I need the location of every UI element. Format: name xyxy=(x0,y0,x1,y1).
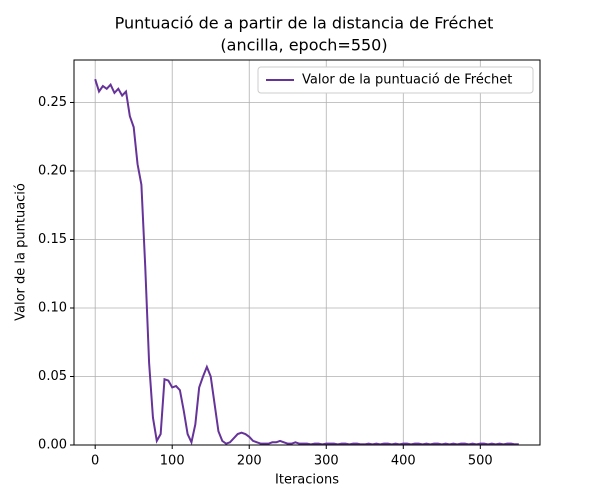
chart-subtitle: (ancilla, epoch=550) xyxy=(220,36,387,55)
y-tick-label: 0.10 xyxy=(38,300,67,315)
x-tick-label: 200 xyxy=(237,454,262,469)
x-tick-label: 300 xyxy=(314,454,339,469)
x-tick-label: 500 xyxy=(468,454,493,469)
legend-box xyxy=(257,66,534,94)
legend-label: Valor de la puntuació de Fréchet xyxy=(302,73,512,88)
y-tick-label: 0.05 xyxy=(38,369,67,384)
y-tick-label: 0.20 xyxy=(38,163,67,178)
chart-title: Puntuació de a partir de la distancia de… xyxy=(115,14,494,33)
y-tick-label: 0.15 xyxy=(38,232,67,247)
line xyxy=(94,78,519,446)
x-axis-label: Iteracions xyxy=(275,473,339,488)
y-axis-label: Valor de la puntuació xyxy=(14,183,29,321)
plot-frame xyxy=(73,59,541,446)
y-tick-label: 0.25 xyxy=(38,95,67,110)
y-tick-label: 0.00 xyxy=(38,438,67,453)
x-tick-label: 400 xyxy=(391,454,416,469)
x-tick-label: 100 xyxy=(160,454,185,469)
x-tick-label: 0 xyxy=(91,454,99,469)
